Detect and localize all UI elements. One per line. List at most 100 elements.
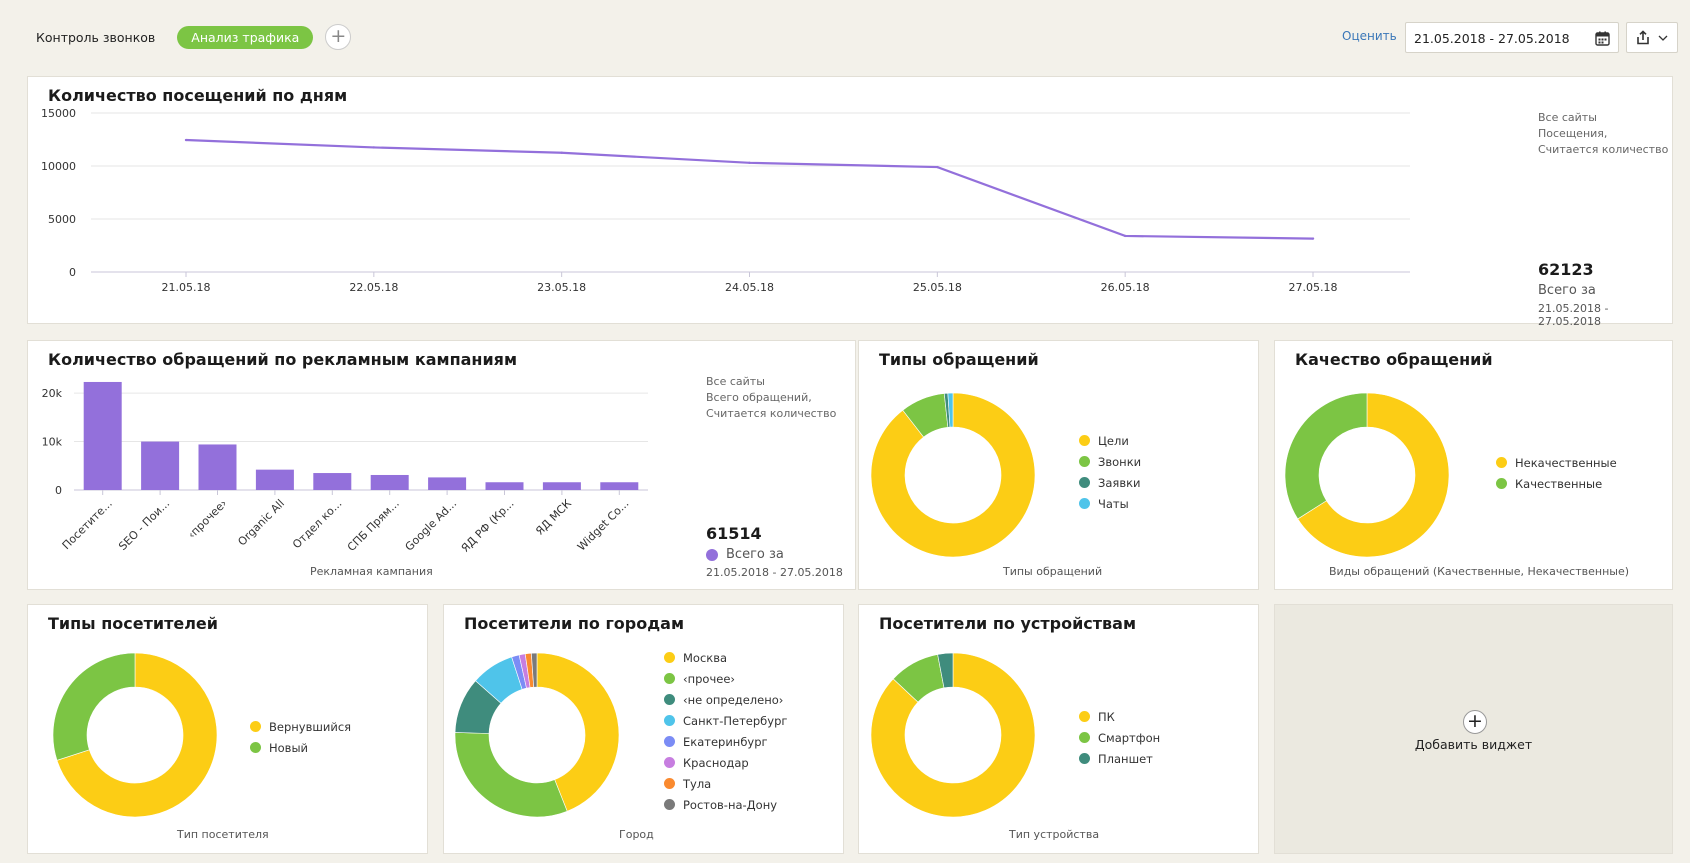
rate-link[interactable]: Оценить xyxy=(1342,29,1397,43)
legend-item[interactable]: ‹не определено› xyxy=(664,689,787,710)
legend-item[interactable]: Ростов-на-Дону xyxy=(664,794,787,815)
legend-item[interactable]: Санкт-Петербург xyxy=(664,710,787,731)
donut-slice[interactable] xyxy=(536,652,620,812)
legend-item[interactable]: Вернувшийся xyxy=(250,716,351,737)
bar[interactable] xyxy=(600,482,639,490)
add-widget-label[interactable]: Добавить виджет xyxy=(1414,737,1533,752)
note-line: Все сайты xyxy=(1538,111,1597,124)
legend-dot xyxy=(1496,457,1507,468)
bar[interactable] xyxy=(198,444,237,490)
legend-dot xyxy=(1079,711,1090,722)
x-tick-label: 25.05.18 xyxy=(913,281,962,294)
donut-slice[interactable] xyxy=(531,652,538,688)
legend-item[interactable]: Звонки xyxy=(1079,451,1141,472)
widget-title: Типы обращений xyxy=(879,350,1039,369)
x-tick-label: ЯД МСК xyxy=(533,497,574,538)
donut-slice[interactable] xyxy=(870,652,1036,818)
chart-caption: Тип устройства xyxy=(1009,828,1100,841)
chart-legend: ПК Смартфон Планшет xyxy=(1079,706,1160,769)
legend-item[interactable]: Планшет xyxy=(1079,748,1160,769)
data-point[interactable] xyxy=(372,146,376,149)
x-tick-label: Organic All xyxy=(235,497,287,549)
chevron-down-icon xyxy=(1658,35,1668,41)
legend-item[interactable]: Заявки xyxy=(1079,472,1141,493)
add-widget-tile[interactable]: + Добавить виджет xyxy=(1274,604,1673,854)
x-tick-label: 22.05.18 xyxy=(349,281,398,294)
donut-slice[interactable] xyxy=(947,392,954,428)
chart-caption: Типы обращений xyxy=(1003,565,1103,578)
legend-item[interactable]: Некачественные xyxy=(1496,452,1617,473)
data-point[interactable] xyxy=(184,138,188,142)
add-tab-button[interactable]: + xyxy=(325,24,352,50)
chart-caption: Виды обращений (Качественные, Некачестве… xyxy=(1329,565,1630,578)
bar[interactable] xyxy=(141,441,180,490)
data-point[interactable] xyxy=(1311,237,1315,240)
legend-dot xyxy=(706,548,718,561)
bar[interactable] xyxy=(542,482,581,490)
data-point[interactable] xyxy=(560,151,563,154)
donut-slice[interactable] xyxy=(870,392,1036,558)
widget-note: Все сайты Всего обращений, Считается кол… xyxy=(706,374,836,422)
legend-item[interactable]: ‹прочее› xyxy=(664,668,787,689)
note-line: Все сайты xyxy=(706,375,765,388)
legend-dot xyxy=(664,694,675,705)
bar[interactable] xyxy=(370,474,409,490)
legend-item[interactable]: Тула xyxy=(664,773,787,794)
legend-item[interactable]: Цели xyxy=(1079,430,1141,451)
donut-slice[interactable] xyxy=(52,652,136,761)
donut-slice[interactable] xyxy=(56,652,218,818)
x-axis-caption: Рекламная кампания xyxy=(310,565,433,578)
legend-item[interactable]: Екатеринбург xyxy=(664,731,787,752)
note-line: Считается количество xyxy=(706,407,837,420)
visits-series-line xyxy=(185,138,1314,240)
note-line: Считается количество xyxy=(1538,143,1669,156)
bar[interactable] xyxy=(485,482,524,490)
x-tick-label: 24.05.18 xyxy=(725,281,774,294)
tab-traffic-analysis[interactable]: Анализ трафика xyxy=(177,25,314,49)
x-tick-label: SEO - Пои... xyxy=(116,497,172,553)
legend-item[interactable]: Чаты xyxy=(1079,493,1141,514)
data-point[interactable] xyxy=(936,165,939,169)
legend-label: Заявки xyxy=(1098,475,1141,490)
legend-label: Цели xyxy=(1098,433,1129,448)
legend-item[interactable]: Новый xyxy=(250,737,351,758)
legend-item[interactable]: ПК xyxy=(1079,706,1160,727)
total-label: Всего за xyxy=(1538,283,1596,298)
donut-slice[interactable] xyxy=(454,732,568,818)
legend-label: Новый xyxy=(269,740,309,755)
export-button[interactable] xyxy=(1626,22,1678,53)
total-label-text: Всего за xyxy=(726,547,784,562)
bar[interactable] xyxy=(313,473,352,490)
tab-calls-control[interactable]: Контроль звонков xyxy=(36,29,156,45)
legend-label: Екатеринбург xyxy=(683,734,768,749)
add-widget-plus-icon[interactable]: + xyxy=(1463,710,1487,734)
bar[interactable] xyxy=(255,469,294,490)
bar[interactable] xyxy=(428,477,467,490)
legend-dot xyxy=(1079,477,1090,488)
legend-label: Ростов-на-Дону xyxy=(683,797,778,812)
cities-widget: Посетители по городам Москва ‹прочее› ‹не … xyxy=(443,604,844,854)
calendar-icon[interactable] xyxy=(1595,31,1610,46)
total-value: 61514 xyxy=(706,524,762,543)
legend-item[interactable]: Краснодар xyxy=(664,752,787,773)
date-range-picker[interactable]: 21.05.2018 - 27.05.2018 xyxy=(1405,22,1619,53)
legend-dot xyxy=(664,673,675,684)
legend-label: Звонки xyxy=(1098,454,1142,469)
legend-dot xyxy=(1079,435,1090,446)
note-line: Посещения, xyxy=(1538,127,1608,140)
donut-slice[interactable] xyxy=(1297,392,1450,558)
donut-slice[interactable] xyxy=(937,652,954,689)
donut-slice[interactable] xyxy=(1284,392,1368,520)
data-point[interactable] xyxy=(1123,234,1127,238)
legend-item[interactable]: Смартфон xyxy=(1079,727,1160,748)
legend-dot xyxy=(664,757,675,768)
legend-item[interactable]: Качественные xyxy=(1496,473,1617,494)
request-quality-donut xyxy=(1284,392,1450,558)
x-tick-label: Google Ad... xyxy=(403,497,460,554)
data-point[interactable] xyxy=(748,161,751,165)
visits-by-day-widget: Количество посещений по дням 0 5000 10000 1… xyxy=(27,76,1673,328)
legend-label: ПК xyxy=(1098,709,1115,724)
legend-item[interactable]: Москва xyxy=(664,647,787,668)
y-tick-label: 15000 xyxy=(41,107,76,120)
bar[interactable] xyxy=(83,381,122,490)
